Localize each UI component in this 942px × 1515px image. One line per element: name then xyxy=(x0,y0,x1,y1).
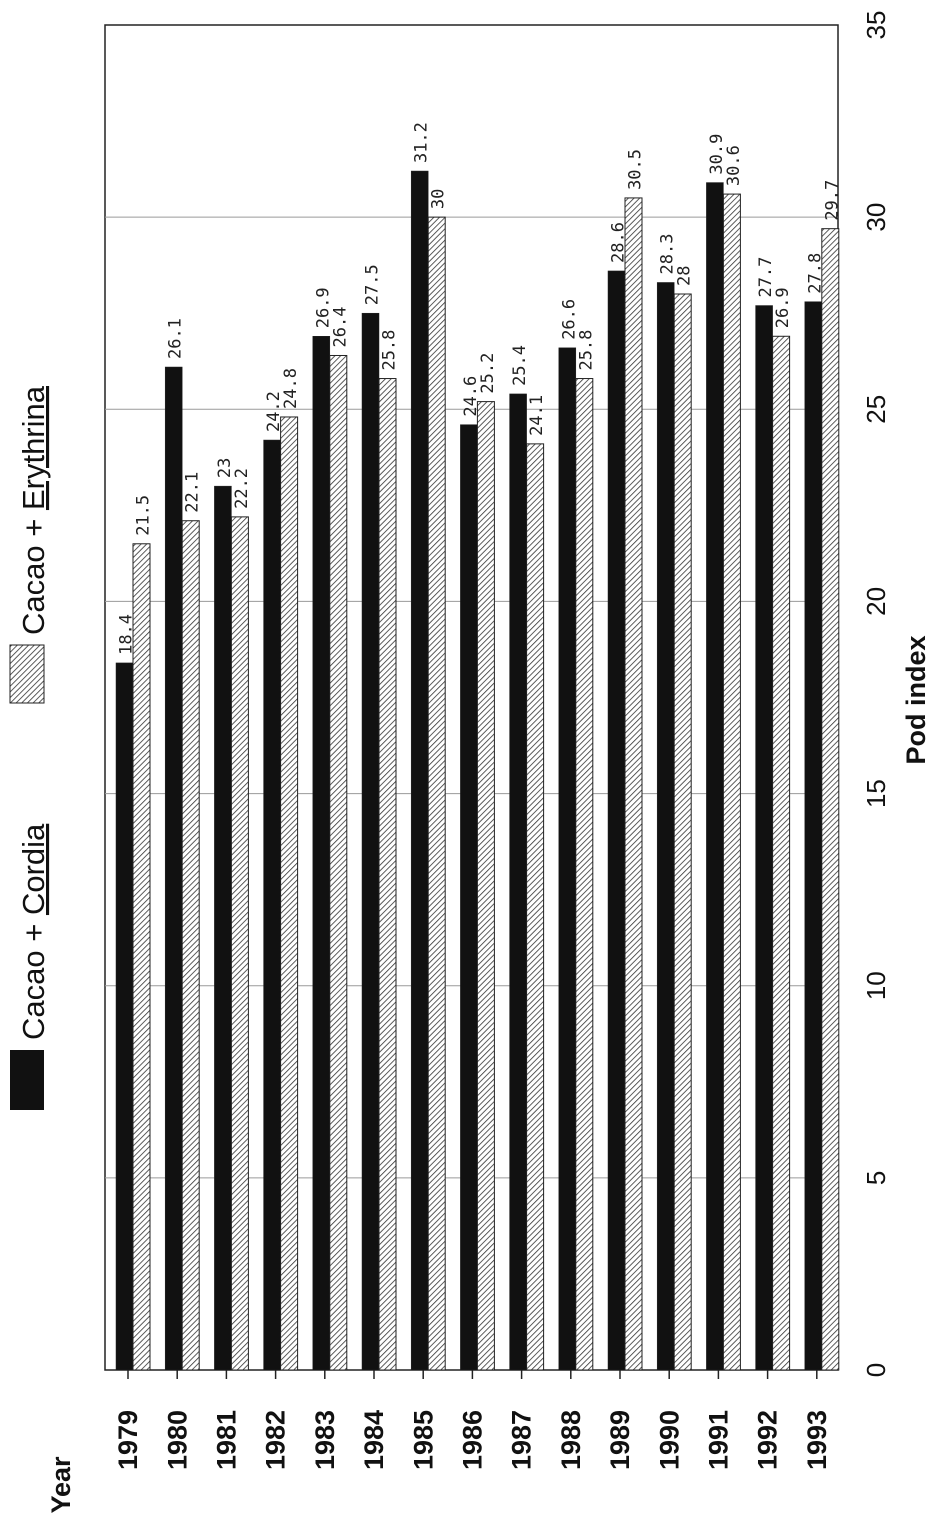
year-tick-label: 1992 xyxy=(753,1410,783,1470)
legend-label-erythrina: Cacao + Erythrina xyxy=(16,385,51,635)
data-label-erythrina-1992: 26.9 xyxy=(773,287,793,328)
year-tick-label: 1979 xyxy=(113,1410,143,1470)
year-tick-label: 1982 xyxy=(261,1410,291,1470)
bar-erythrina-1988 xyxy=(575,378,594,1371)
data-label-cordia-1983: 26.9 xyxy=(313,287,333,328)
data-label-cordia-1982: 24.2 xyxy=(264,391,284,432)
legend: Cacao + Cordia Cacao + Erythrina xyxy=(9,385,51,1110)
bar-erythrina-1983 xyxy=(329,354,348,1371)
bar-erythrina-1990 xyxy=(673,293,692,1371)
data-label-cordia-1992: 27.7 xyxy=(756,257,776,298)
bar-cordia-1980 xyxy=(164,366,183,1371)
year-tick-label: 1991 xyxy=(704,1410,734,1470)
year-tick-label: 1983 xyxy=(310,1410,340,1470)
year-tick-labels: 1979 1980 1981 1982 1983 1984 1985 1986 1987 1988… xyxy=(113,1370,832,1470)
data-label-erythrina-1993: 29.7 xyxy=(822,180,842,221)
data-labels: 18.421.526.122.12322.224.224.826.926.427… xyxy=(117,122,843,655)
pod-index-tick-labels: 0 5 10 15 20 25 30 35 xyxy=(861,11,891,1378)
bar-cordia-1987 xyxy=(509,393,527,1371)
bar-erythrina-1984 xyxy=(378,378,397,1371)
bar-cordia-1991 xyxy=(706,182,724,1371)
data-label-erythrina-1983: 26.4 xyxy=(330,307,350,348)
pod-index-tick-label: 30 xyxy=(861,203,891,232)
data-label-erythrina-1985: 30 xyxy=(429,189,449,209)
legend-species-erythrina: Erythrina xyxy=(16,385,51,510)
year-tick-label: 1986 xyxy=(458,1410,488,1470)
data-label-cordia-1987: 25.4 xyxy=(510,345,530,386)
pod-index-axis-title: Pod index xyxy=(901,635,931,764)
bar-cordia-1993 xyxy=(804,301,823,1371)
bar-cordia-1990 xyxy=(656,282,675,1371)
bar-erythrina-1985 xyxy=(427,216,446,1371)
legend-prefix-erythrina: Cacao + xyxy=(16,510,51,635)
data-label-erythrina-1982: 24.8 xyxy=(281,368,301,409)
bar-erythrina-1987 xyxy=(526,443,545,1371)
legend-prefix-cordia: Cacao + xyxy=(16,915,51,1040)
data-label-cordia-1985: 31.2 xyxy=(412,122,432,163)
data-label-erythrina-1988: 25.8 xyxy=(576,330,596,371)
data-label-cordia-1990: 28.3 xyxy=(658,234,678,275)
legend-swatch-cordia xyxy=(10,1050,44,1110)
data-label-cordia-1988: 26.6 xyxy=(559,299,579,340)
bar-cordia-1984 xyxy=(361,312,380,1371)
data-label-cordia-1993: 27.8 xyxy=(805,253,825,294)
bar-cordia-1981 xyxy=(214,485,232,1371)
data-label-erythrina-1987: 24.1 xyxy=(527,395,547,436)
data-label-erythrina-1989: 30.5 xyxy=(626,149,646,190)
legend-swatch-erythrina xyxy=(9,644,45,704)
data-label-cordia-1989: 28.6 xyxy=(609,222,629,263)
bar-cordia-1979 xyxy=(115,662,134,1371)
data-label-cordia-1980: 26.1 xyxy=(166,318,186,359)
bar-erythrina-1991 xyxy=(722,193,741,1371)
year-tick-label: 1981 xyxy=(212,1410,242,1470)
bar-erythrina-1992 xyxy=(772,335,791,1371)
bar-cordia-1986 xyxy=(460,424,478,1371)
year-tick-label: 1985 xyxy=(408,1410,438,1470)
year-tick-label: 1987 xyxy=(507,1410,537,1470)
data-label-cordia-1984: 27.5 xyxy=(363,264,383,305)
data-label-erythrina-1990: 28 xyxy=(675,266,695,286)
year-tick-label: 1993 xyxy=(802,1410,832,1470)
bars xyxy=(115,170,840,1371)
year-tick-label: 1984 xyxy=(359,1410,389,1470)
data-label-cordia-1981: 23 xyxy=(215,458,235,478)
pod-index-tick-label: 0 xyxy=(861,1363,891,1377)
bar-cordia-1983 xyxy=(312,336,331,1371)
data-label-erythrina-1980: 22.1 xyxy=(183,472,203,513)
pod-index-tick-label: 35 xyxy=(861,11,891,40)
bar-erythrina-1989 xyxy=(624,197,643,1371)
bar-erythrina-1993 xyxy=(821,228,840,1371)
year-tick-label: 1988 xyxy=(556,1410,586,1470)
data-label-erythrina-1984: 25.8 xyxy=(380,330,400,371)
bar-erythrina-1981 xyxy=(230,516,249,1371)
data-label-cordia-1991: 30.9 xyxy=(707,134,727,175)
year-tick-label: 1980 xyxy=(162,1410,192,1470)
year-axis-title: Year xyxy=(46,1456,76,1514)
bar-cordia-1988 xyxy=(558,347,577,1371)
legend-species-cordia: Cordia xyxy=(16,823,51,915)
bar-erythrina-1982 xyxy=(280,416,299,1371)
pod-index-tick-label: 5 xyxy=(861,1171,891,1185)
data-label-erythrina-1981: 22.2 xyxy=(232,468,252,509)
pod-index-tick-label: 20 xyxy=(861,587,891,616)
data-label-cordia-1986: 24.6 xyxy=(461,376,481,417)
bar-erythrina-1986 xyxy=(476,401,495,1371)
data-label-cordia-1979: 18.4 xyxy=(117,614,137,655)
legend-label-cordia: Cacao + Cordia xyxy=(16,823,51,1040)
bar-cordia-1982 xyxy=(263,439,281,1371)
year-tick-label: 1989 xyxy=(605,1410,635,1470)
pod-index-tick-label: 15 xyxy=(861,779,891,808)
data-label-erythrina-1986: 25.2 xyxy=(478,353,498,394)
bar-erythrina-1980 xyxy=(181,520,200,1371)
bar-erythrina-1979 xyxy=(132,543,151,1371)
year-tick-label: 1990 xyxy=(654,1410,684,1470)
pod-index-tick-label: 25 xyxy=(861,395,891,424)
bar-cordia-1985 xyxy=(410,170,429,1371)
pod-index-tick-label: 10 xyxy=(861,971,891,1000)
bar-cordia-1989 xyxy=(607,270,626,1371)
data-label-erythrina-1979: 21.5 xyxy=(134,495,154,536)
bar-cordia-1992 xyxy=(755,305,773,1371)
data-label-erythrina-1991: 30.6 xyxy=(724,145,744,186)
